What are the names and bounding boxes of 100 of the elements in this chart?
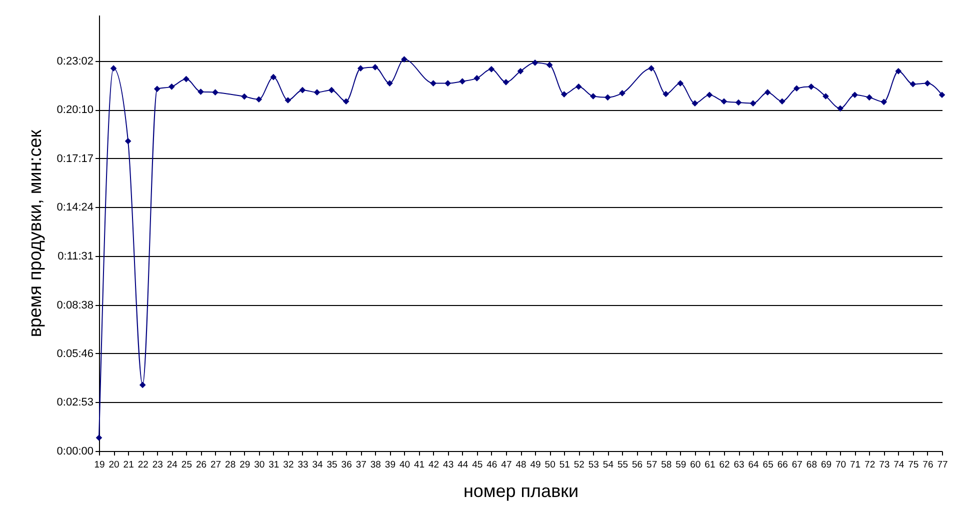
point — [822, 93, 829, 100]
x-tick-label: 66 — [777, 460, 788, 470]
x-tick-label: 42 — [428, 460, 440, 470]
y-tick-label: 0:02:53 — [56, 396, 94, 409]
x-tick-label: 19 — [94, 460, 105, 470]
point — [517, 68, 524, 74]
x-tick-label: 38 — [370, 460, 381, 470]
point — [430, 80, 436, 86]
point — [720, 98, 728, 105]
x-tick-label: 53 — [588, 460, 599, 470]
x-tick-label: 24 — [166, 460, 178, 470]
point — [154, 86, 160, 92]
x-tick-label: 63 — [734, 460, 744, 470]
x-tick-label: 55 — [617, 460, 628, 470]
x-tick-label: 28 — [225, 460, 236, 470]
x-tick-label: 23 — [152, 460, 163, 470]
point — [212, 89, 218, 96]
x-tick-label: 49 — [530, 460, 541, 470]
point — [284, 97, 292, 104]
point — [314, 89, 320, 96]
point — [270, 74, 277, 80]
x-tick-label: 60 — [690, 460, 701, 470]
point — [648, 65, 654, 72]
point — [662, 90, 670, 98]
y-tick-label: 0:14:24 — [56, 202, 94, 214]
x-tick-label: 36 — [341, 460, 352, 470]
y-tick-label: 0:20:10 — [56, 104, 94, 116]
point — [459, 78, 466, 84]
x-tick-label: 30 — [254, 460, 265, 470]
x-tick-label: 57 — [646, 460, 658, 470]
point — [764, 89, 771, 96]
point — [590, 93, 596, 100]
x-tick-label: 20 — [108, 460, 120, 470]
point — [256, 96, 262, 103]
point — [372, 64, 378, 70]
point — [852, 92, 858, 98]
point — [619, 90, 626, 96]
point — [532, 60, 538, 66]
x-tick-label: 46 — [486, 460, 498, 470]
point — [546, 62, 553, 68]
x-tick-label: 58 — [661, 460, 672, 470]
x-tick-label: 65 — [762, 460, 774, 470]
point — [183, 76, 190, 82]
x-tick-label: 48 — [516, 460, 526, 470]
point — [808, 84, 814, 90]
x-tick-label: 73 — [879, 460, 890, 470]
x-axis-title: номер плавки — [463, 481, 579, 501]
x-tick-label: 50 — [544, 460, 556, 470]
point — [560, 91, 568, 98]
x-tick-label: 47 — [501, 460, 512, 470]
point — [474, 75, 480, 82]
x-tick-label: 32 — [283, 460, 294, 470]
y-tick-label: 0:05:46 — [56, 348, 94, 360]
y-axis-title: время продувки, мин:сек — [24, 130, 45, 338]
x-tick-label: 44 — [458, 460, 468, 470]
y-tick-label: 0:11:31 — [58, 250, 94, 262]
point — [778, 98, 786, 105]
y-tick-label: 0:23:02 — [56, 56, 94, 68]
x-tick-label: 35 — [326, 460, 338, 470]
point — [299, 86, 306, 94]
x-tick-label: 51 — [559, 460, 570, 470]
x-tick-label: 21 — [123, 460, 134, 470]
x-tick-label: 67 — [792, 460, 802, 470]
point — [924, 80, 931, 86]
point — [604, 94, 611, 101]
point — [401, 56, 408, 62]
x-tick-label: 26 — [196, 460, 207, 470]
point — [488, 66, 495, 72]
point — [866, 94, 872, 101]
point — [938, 92, 946, 98]
x-tick-label: 70 — [835, 460, 846, 470]
x-tick-label: 71 — [850, 460, 861, 470]
point — [880, 98, 888, 106]
point — [706, 92, 713, 98]
point — [241, 93, 248, 100]
point — [692, 100, 698, 106]
x-tick-label: 52 — [574, 460, 584, 470]
x-tick-label: 22 — [138, 460, 148, 470]
x-tick-label: 74 — [894, 460, 904, 470]
x-tick-label: 54 — [602, 460, 614, 470]
x-tick-label: 76 — [922, 460, 934, 470]
x-tick-label: 39 — [384, 460, 396, 470]
x-tick-label: 31 — [268, 460, 280, 470]
point — [575, 84, 582, 90]
point — [357, 65, 364, 72]
point — [386, 80, 393, 86]
point — [837, 105, 844, 112]
point — [502, 79, 510, 86]
point — [342, 98, 350, 105]
y-tick-label: 0:08:38 — [56, 299, 94, 312]
x-tick-label: 75 — [908, 460, 919, 470]
point — [793, 85, 800, 92]
point — [110, 65, 117, 72]
point — [677, 80, 684, 86]
x-tick-label: 29 — [240, 460, 250, 470]
point — [895, 68, 902, 74]
y-tick-label: 0:00:00 — [56, 446, 94, 458]
x-tick-label: 43 — [443, 460, 454, 470]
x-tick-label: 56 — [632, 460, 643, 470]
x-tick-label: 27 — [210, 460, 222, 470]
